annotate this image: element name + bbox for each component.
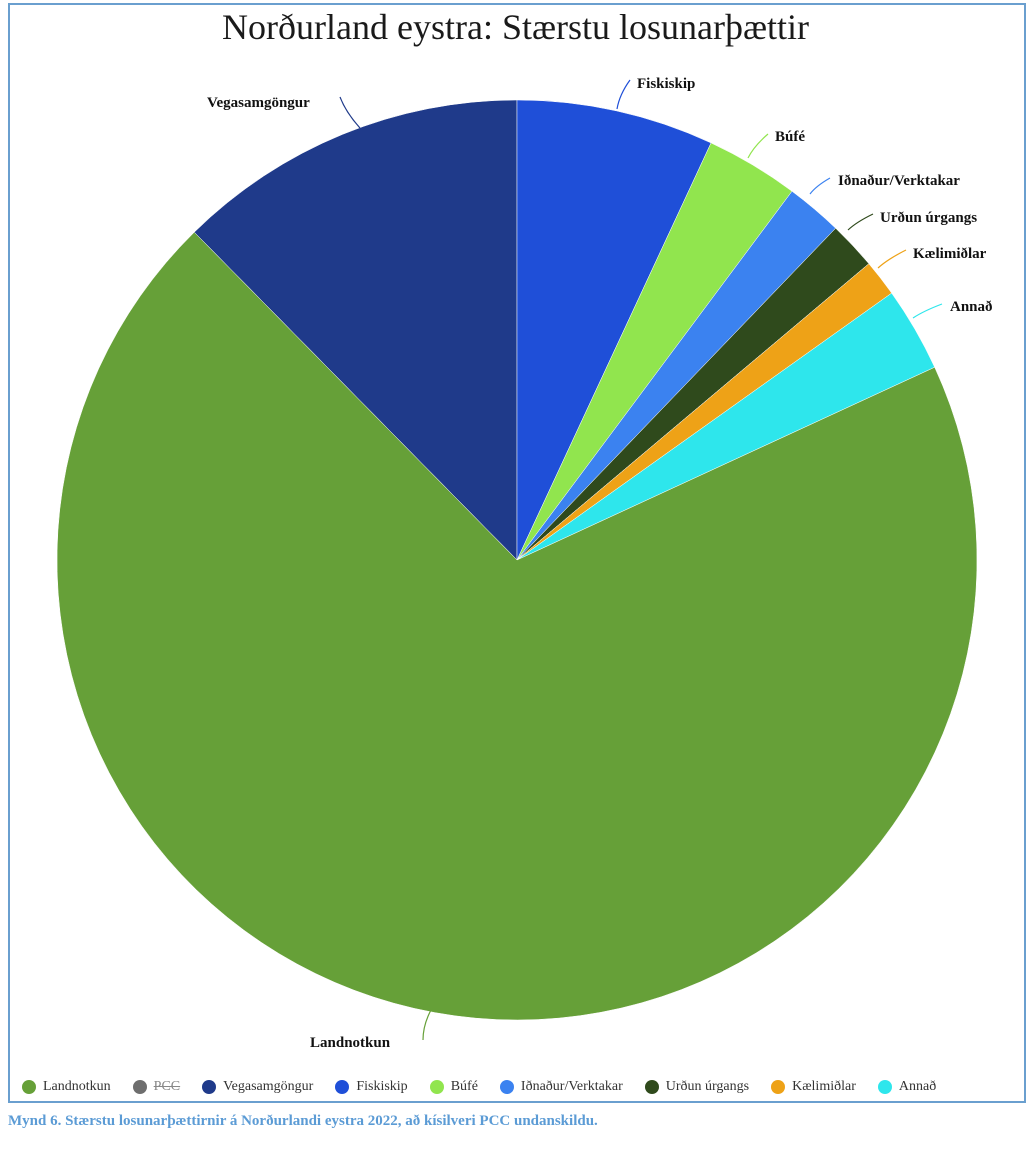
legend-label: PCC bbox=[153, 1079, 181, 1094]
leader-line-i-na-ur-verktakar bbox=[809, 177, 831, 195]
leader-line-k-limi-lar bbox=[877, 249, 907, 269]
figure-caption: Mynd 6. Stærstu losunarþættirnir á Norðu… bbox=[8, 1113, 598, 1129]
leader-line-anna bbox=[912, 303, 943, 319]
legend-swatch bbox=[877, 1080, 892, 1094]
slice-label-ur-un-u-rgangs: Urðun úrgangs bbox=[880, 210, 977, 226]
legend-item-ur-un-u-rgangs[interactable]: Urðun úrgangs bbox=[644, 1079, 750, 1095]
legend-item-k-limi-lar[interactable]: Kælimiðlar bbox=[771, 1079, 856, 1095]
legend-item-landnotkun[interactable]: Landnotkun bbox=[22, 1079, 111, 1095]
legend-swatch bbox=[771, 1080, 786, 1094]
legend-item-i-na-ur-verktakar[interactable]: Iðnaður/Verktakar bbox=[499, 1079, 623, 1095]
pie-slice-fiskiskip[interactable] bbox=[516, 99, 712, 561]
legend-label: Iðnaður/Verktakar bbox=[520, 1079, 623, 1094]
legend-label: Urðun úrgangs bbox=[665, 1079, 750, 1094]
legend-item-pcc[interactable]: PCC bbox=[132, 1079, 181, 1095]
slice-label-i-na-ur-verktakar: Iðnaður/Verktakar bbox=[838, 173, 960, 189]
legend-item-anna[interactable]: Annað bbox=[877, 1079, 937, 1095]
slice-label-landnotkun: Landnotkun bbox=[310, 1035, 391, 1051]
legend-label: Vegasamgöngur bbox=[223, 1079, 314, 1094]
leader-line-ur-un-u-rgangs bbox=[847, 213, 874, 231]
leader-line-fiskiskip bbox=[616, 79, 631, 110]
pie-slice-landnotkun[interactable] bbox=[56, 231, 978, 1021]
legend-swatch bbox=[429, 1080, 444, 1094]
slice-label-fiskiskip: Fiskiskip bbox=[637, 76, 695, 92]
legend-label: Annað bbox=[898, 1079, 937, 1094]
legend-swatch bbox=[132, 1080, 147, 1094]
legend-label: Landnotkun bbox=[43, 1079, 111, 1094]
legend-label: Kælimiðlar bbox=[792, 1079, 856, 1094]
legend-swatch bbox=[499, 1080, 514, 1094]
legend-swatch bbox=[22, 1080, 36, 1094]
pie-slice-vegasamgo-ngur[interactable] bbox=[193, 99, 518, 561]
legend: Landnotkun PCC Vegasamgöngur Fiskiskip Búfé I… bbox=[22, 1076, 936, 1098]
legend-swatch bbox=[202, 1080, 217, 1094]
slice-label-k-limi-lar: Kælimiðlar bbox=[913, 246, 987, 262]
slice-label-anna: Annað bbox=[950, 299, 993, 315]
chart-title: Norðurland eystra: Stærstu losunarþættir bbox=[222, 7, 809, 47]
legend-item-fiskiskip[interactable]: Fiskiskip bbox=[335, 1079, 408, 1095]
legend-swatch bbox=[644, 1080, 659, 1094]
leader-line-vegasamgo-ngur bbox=[339, 96, 361, 129]
slice-label-vegasamgo-ngur: Vegasamgöngur bbox=[207, 95, 310, 111]
legend-item-vegasamgo-ngur[interactable]: Vegasamgöngur bbox=[202, 1079, 313, 1095]
leader-line-landnotkun bbox=[422, 1009, 432, 1041]
legend-label: Fiskiskip bbox=[356, 1079, 408, 1094]
legend-item-bu-fe[interactable]: Búfé bbox=[429, 1079, 478, 1095]
leader-line-bu-fe bbox=[747, 133, 769, 159]
slice-label-bu-fe: Búfé bbox=[775, 129, 805, 145]
legend-swatch bbox=[335, 1080, 350, 1094]
legend-label: Búfé bbox=[450, 1079, 478, 1094]
